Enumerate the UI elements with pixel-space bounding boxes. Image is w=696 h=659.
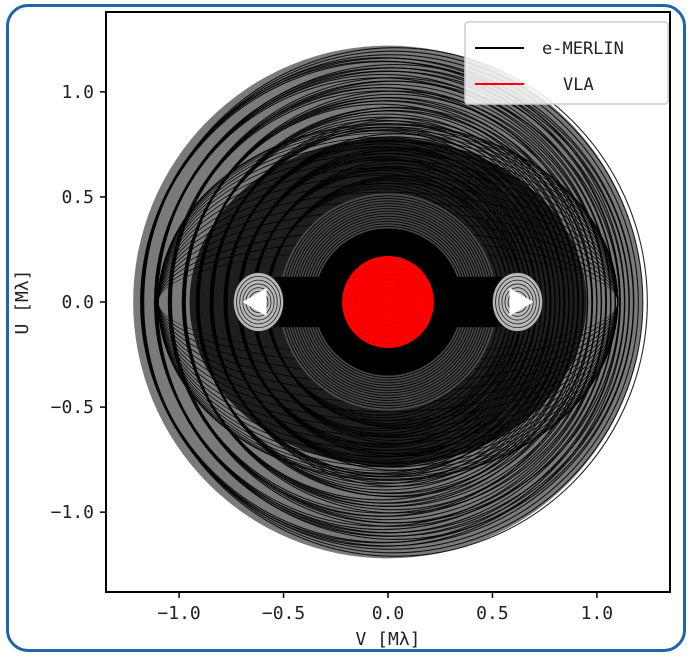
y-tick-label: 0.0 bbox=[61, 292, 94, 313]
vla-track bbox=[350, 264, 426, 340]
x-axis-label: V [Mλ] bbox=[355, 629, 420, 650]
e-merlin-lobe-track bbox=[492, 272, 543, 332]
legend: e-MERLIN VLA bbox=[464, 21, 669, 105]
x-tick-label: 0.0 bbox=[372, 603, 405, 624]
y-tick-label: −1.0 bbox=[51, 502, 94, 523]
e-merlin-lobe-track bbox=[239, 279, 278, 325]
y-tick-label: −0.5 bbox=[51, 397, 94, 418]
vla-track bbox=[355, 269, 421, 335]
e-merlin-lobe-track bbox=[236, 275, 281, 329]
series-vla bbox=[342, 256, 434, 348]
vla-track bbox=[364, 278, 412, 326]
e-merlin-lobe-gap bbox=[242, 288, 267, 316]
vla-track bbox=[373, 287, 403, 317]
legend-label-vla: VLA bbox=[563, 75, 594, 95]
y-axis: −1.0 −0.5 0.0 0.5 1.0 bbox=[51, 82, 106, 523]
legend-label-e-merlin: e-MERLIN bbox=[542, 39, 624, 59]
vla-track bbox=[383, 297, 393, 307]
vla-track bbox=[346, 260, 430, 344]
y-axis-label: U [Mλ] bbox=[12, 269, 33, 334]
e-merlin-track bbox=[143, 47, 648, 557]
x-tick-label: 0.5 bbox=[476, 603, 509, 624]
vla-track bbox=[360, 274, 416, 330]
y-tick-label: 0.5 bbox=[61, 187, 94, 208]
x-tick-label: −0.5 bbox=[262, 603, 305, 624]
x-tick-label: 1.0 bbox=[581, 603, 614, 624]
y-tick-label: 1.0 bbox=[61, 82, 94, 103]
x-tick-label: −1.0 bbox=[157, 603, 200, 624]
plot-area bbox=[133, 45, 648, 559]
e-merlin-lobe-track bbox=[233, 272, 284, 332]
e-merlin-lobe-gap bbox=[509, 288, 534, 316]
e-merlin-lobe-track bbox=[495, 275, 540, 329]
vla-track bbox=[369, 283, 407, 321]
e-merlin-lobe-track bbox=[498, 279, 537, 325]
vla-track bbox=[378, 292, 398, 312]
x-axis: −1.0 −0.5 0.0 0.5 1.0 bbox=[157, 592, 613, 624]
